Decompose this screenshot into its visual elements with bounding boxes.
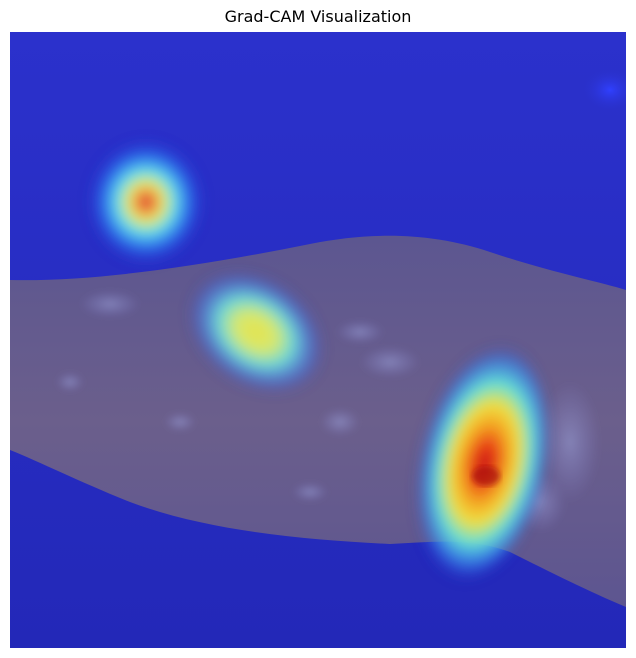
gradcam-heatmap-image (10, 32, 626, 648)
gradcam-heatmap-overlay-icon (10, 32, 626, 648)
figure-title: Grad-CAM Visualization (224, 7, 412, 26)
